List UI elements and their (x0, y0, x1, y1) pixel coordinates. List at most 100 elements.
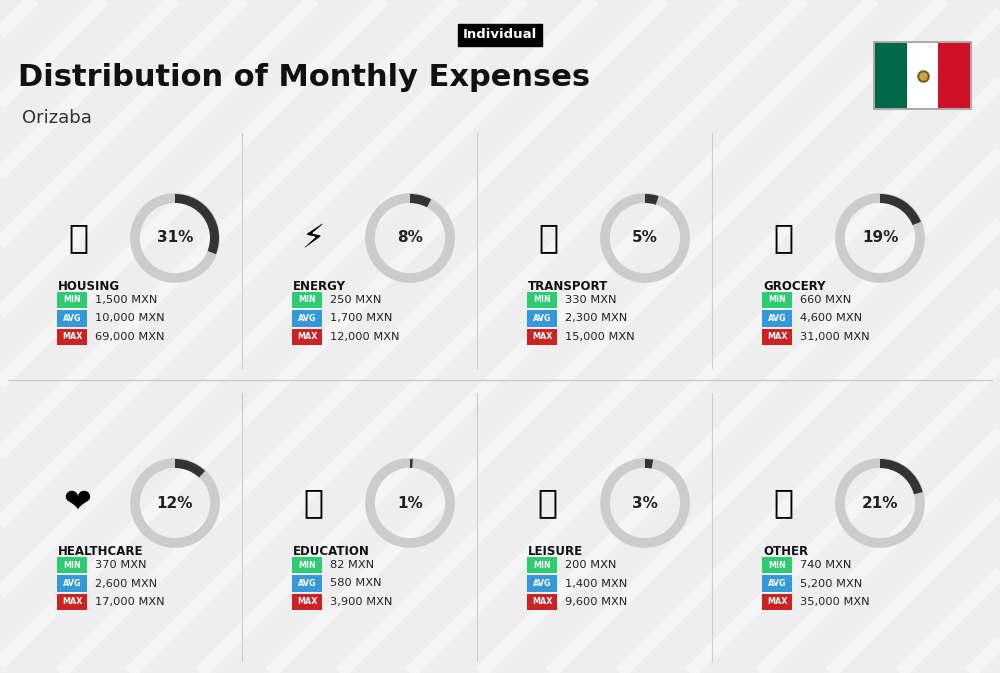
Text: HEALTHCARE: HEALTHCARE (58, 545, 144, 558)
Wedge shape (880, 459, 923, 494)
Wedge shape (410, 194, 431, 207)
Text: MIN: MIN (768, 295, 786, 304)
Text: MAX: MAX (297, 598, 317, 606)
Text: GROCERY: GROCERY (763, 280, 826, 293)
Text: MAX: MAX (532, 598, 552, 606)
Text: Distribution of Monthly Expenses: Distribution of Monthly Expenses (18, 63, 590, 92)
Text: MIN: MIN (533, 295, 551, 304)
Text: 🏢: 🏢 (68, 221, 88, 254)
Wedge shape (175, 459, 205, 477)
FancyBboxPatch shape (527, 310, 557, 327)
Text: 5,200 MXN: 5,200 MXN (800, 579, 862, 588)
Text: 15,000 MXN: 15,000 MXN (565, 332, 635, 342)
FancyBboxPatch shape (57, 594, 87, 610)
Text: 9,600 MXN: 9,600 MXN (565, 597, 627, 607)
Text: 660 MXN: 660 MXN (800, 295, 851, 305)
FancyBboxPatch shape (292, 292, 322, 308)
Text: 740 MXN: 740 MXN (800, 560, 851, 570)
Text: 17,000 MXN: 17,000 MXN (95, 597, 165, 607)
Text: 250 MXN: 250 MXN (330, 295, 381, 305)
Text: 69,000 MXN: 69,000 MXN (95, 332, 164, 342)
FancyBboxPatch shape (292, 557, 322, 573)
Text: 370 MXN: 370 MXN (95, 560, 146, 570)
Text: 1,700 MXN: 1,700 MXN (330, 314, 392, 324)
Text: 4,600 MXN: 4,600 MXN (800, 314, 862, 324)
FancyBboxPatch shape (762, 575, 792, 592)
Text: 580 MXN: 580 MXN (330, 579, 382, 588)
Text: MIN: MIN (298, 295, 316, 304)
Wedge shape (410, 459, 413, 468)
Text: MAX: MAX (62, 598, 82, 606)
Text: 200 MXN: 200 MXN (565, 560, 616, 570)
FancyBboxPatch shape (57, 557, 87, 573)
Text: AVG: AVG (63, 314, 81, 323)
Text: 2,600 MXN: 2,600 MXN (95, 579, 157, 588)
Text: MIN: MIN (63, 295, 81, 304)
FancyBboxPatch shape (527, 292, 557, 308)
Text: OTHER: OTHER (763, 545, 808, 558)
Text: MAX: MAX (532, 332, 552, 341)
Text: AVG: AVG (533, 579, 551, 588)
Text: MAX: MAX (767, 598, 787, 606)
FancyBboxPatch shape (527, 594, 557, 610)
Text: LEISURE: LEISURE (528, 545, 583, 558)
Text: 19%: 19% (862, 230, 898, 246)
Text: AVG: AVG (63, 579, 81, 588)
FancyBboxPatch shape (875, 43, 907, 108)
Text: MIN: MIN (768, 561, 786, 569)
FancyBboxPatch shape (292, 328, 322, 345)
Wedge shape (645, 459, 653, 468)
Text: MAX: MAX (62, 332, 82, 341)
Text: Individual: Individual (463, 28, 537, 42)
Text: 8%: 8% (397, 230, 423, 246)
FancyBboxPatch shape (292, 310, 322, 327)
Text: AVG: AVG (768, 314, 786, 323)
Text: 🎓: 🎓 (303, 487, 323, 520)
Text: MIN: MIN (533, 561, 551, 569)
Text: HOUSING: HOUSING (58, 280, 120, 293)
FancyBboxPatch shape (527, 557, 557, 573)
Text: ⚡: ⚡ (301, 221, 325, 254)
FancyBboxPatch shape (292, 594, 322, 610)
Text: ❤️: ❤️ (64, 487, 92, 520)
Text: 10,000 MXN: 10,000 MXN (95, 314, 165, 324)
Text: 31,000 MXN: 31,000 MXN (800, 332, 870, 342)
FancyBboxPatch shape (762, 292, 792, 308)
Text: 82 MXN: 82 MXN (330, 560, 374, 570)
Wedge shape (645, 194, 659, 205)
Text: MIN: MIN (298, 561, 316, 569)
Text: 35,000 MXN: 35,000 MXN (800, 597, 870, 607)
FancyBboxPatch shape (292, 575, 322, 592)
Text: 5%: 5% (632, 230, 658, 246)
FancyBboxPatch shape (938, 43, 970, 108)
FancyBboxPatch shape (762, 594, 792, 610)
Text: 12%: 12% (157, 495, 193, 511)
FancyBboxPatch shape (907, 43, 938, 108)
FancyBboxPatch shape (873, 41, 972, 110)
Text: 330 MXN: 330 MXN (565, 295, 616, 305)
Text: AVG: AVG (298, 314, 316, 323)
Text: TRANSPORT: TRANSPORT (528, 280, 608, 293)
Text: 21%: 21% (862, 495, 898, 511)
Text: 1,500 MXN: 1,500 MXN (95, 295, 157, 305)
Text: 🛒: 🛒 (773, 221, 793, 254)
FancyBboxPatch shape (57, 575, 87, 592)
Text: MAX: MAX (297, 332, 317, 341)
FancyBboxPatch shape (527, 328, 557, 345)
Text: 🛍️: 🛍️ (538, 487, 558, 520)
Text: EDUCATION: EDUCATION (293, 545, 370, 558)
Wedge shape (175, 194, 219, 254)
Text: AVG: AVG (533, 314, 551, 323)
FancyBboxPatch shape (57, 310, 87, 327)
Text: 31%: 31% (157, 230, 193, 246)
Text: AVG: AVG (768, 579, 786, 588)
Text: MAX: MAX (767, 332, 787, 341)
Text: AVG: AVG (298, 579, 316, 588)
Wedge shape (880, 194, 921, 225)
Text: 12,000 MXN: 12,000 MXN (330, 332, 400, 342)
Text: ENERGY: ENERGY (293, 280, 346, 293)
Text: 1,400 MXN: 1,400 MXN (565, 579, 627, 588)
Text: 1%: 1% (397, 495, 423, 511)
Text: 🚌: 🚌 (538, 221, 558, 254)
FancyBboxPatch shape (57, 328, 87, 345)
